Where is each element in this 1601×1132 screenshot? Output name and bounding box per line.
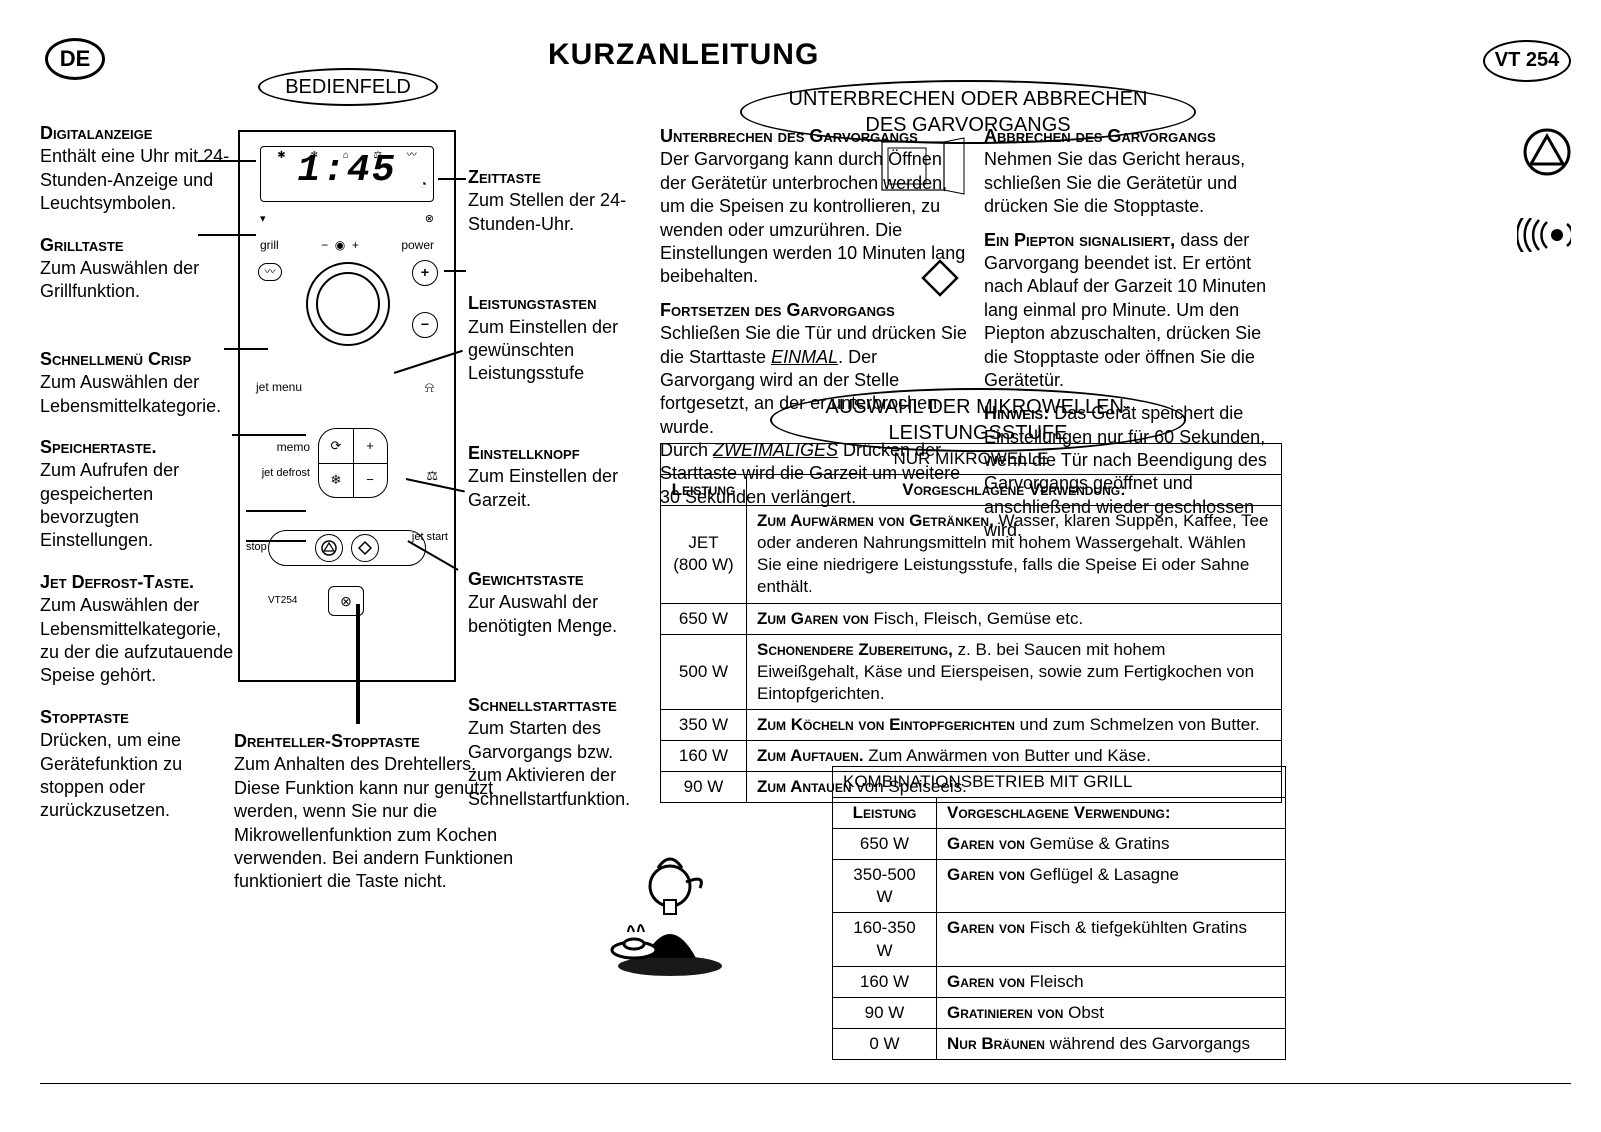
plus-icon: + bbox=[353, 429, 387, 463]
power-cell: 350-500 W bbox=[833, 860, 937, 913]
page-title: KURZANLEITUNG bbox=[548, 35, 819, 74]
subheading: Fortsetzen des Garvorgangs bbox=[660, 300, 895, 320]
clock-icon: ◔ bbox=[420, 177, 427, 193]
desc: Drücken, um eine Gerätefunktion zu stopp… bbox=[40, 729, 236, 823]
power-cell: 160 W bbox=[833, 966, 937, 997]
microwave-door-icon bbox=[878, 136, 968, 202]
label: Speichertaste. bbox=[40, 436, 236, 459]
stop-label: stop bbox=[246, 540, 267, 554]
power-cell: 90 W bbox=[661, 772, 747, 803]
usage-cell: Garen von Geflügel & Lasagne bbox=[937, 860, 1286, 913]
grill-label: grill bbox=[260, 238, 279, 254]
usage-cell: Garen von Gemüse & Gratins bbox=[937, 829, 1286, 860]
panel-row-labels: grill − ◉ + power bbox=[260, 238, 434, 254]
power-cell: 500 W bbox=[661, 634, 747, 709]
bell-icon: ⍾ bbox=[425, 378, 434, 396]
lead: Hinweis: bbox=[984, 403, 1049, 423]
panel-indicators: ▾⊗ bbox=[260, 212, 434, 226]
rotary-dial bbox=[306, 262, 390, 346]
power-label: power bbox=[401, 238, 434, 254]
memo-label: memo bbox=[256, 440, 310, 456]
usage-cell: Garen von Fisch & tiefgekühlten Gratins bbox=[937, 913, 1286, 966]
minus-button: − bbox=[412, 312, 438, 338]
text: dass der Garvorgang beendet ist. Er ertö… bbox=[984, 230, 1266, 390]
usage-cell: Gratinieren von Obst bbox=[937, 997, 1286, 1028]
label: Schnellstarttaste bbox=[468, 694, 648, 717]
quad-buttons: ⟳ + ❄ − bbox=[318, 428, 388, 498]
label: Leistungstasten bbox=[468, 292, 648, 315]
jet-defrost-label: jet defrost bbox=[256, 468, 310, 479]
grill-button: 〰 bbox=[258, 258, 282, 281]
table-title: NUR MIKROWELLE bbox=[661, 444, 1282, 475]
power-cell: 90 W bbox=[833, 997, 937, 1028]
desc: Zum Auswählen der Lebensmittelkategorie,… bbox=[40, 594, 236, 688]
footer-rule bbox=[40, 1083, 1571, 1084]
panel-display: ✱❄⌂⚖〰 1:45 ◔ bbox=[260, 146, 434, 202]
label: Stopptaste bbox=[40, 706, 236, 729]
memo-icon: ⟳ bbox=[319, 429, 353, 463]
table-grill-combi: KOMBINATIONSBETRIEB MIT GRILL Leistung V… bbox=[832, 766, 1286, 1060]
table-microwave-only: NUR MIKROWELLE Leistung Vorgeschlagene V… bbox=[660, 443, 1282, 803]
power-buttons: + − bbox=[412, 260, 438, 338]
table-title: KOMBINATIONSBETRIEB MIT GRILL bbox=[833, 767, 1286, 798]
power-cell: 650 W bbox=[661, 603, 747, 634]
col-header: Vorgeschlagene Verwendung: bbox=[947, 803, 1171, 822]
start-button-icon bbox=[351, 534, 379, 562]
power-cell: 650 W bbox=[833, 829, 937, 860]
power-cell: 0 W bbox=[833, 1028, 937, 1059]
power-cell: 350 W bbox=[661, 709, 747, 740]
col-header: Leistung bbox=[672, 480, 736, 499]
plus-button: + bbox=[412, 260, 438, 286]
stop-button-icon bbox=[315, 534, 343, 562]
usage-cell: Nur Bräunen während des Garvorgangs bbox=[937, 1028, 1286, 1059]
power-cell: 160 W bbox=[661, 741, 747, 772]
desc: Enthält eine Uhr mit 24-Stunden-Anzeige … bbox=[40, 145, 236, 215]
label: Jet Defrost-Taste. bbox=[40, 571, 236, 594]
usage-cell: Zum Garen von Fisch, Fleisch, Gemüse etc… bbox=[747, 603, 1282, 634]
usage-cell: Zum Köcheln von Eintopfgerichten und zum… bbox=[747, 709, 1282, 740]
desc: Zum Auswählen der Lebensmittelkategorie. bbox=[40, 371, 236, 418]
display-icons: ✱❄⌂⚖〰 bbox=[265, 149, 429, 162]
label: Einstellknopf bbox=[468, 442, 648, 465]
desc: Zum Aufrufen der gespeicherten bevorzugt… bbox=[40, 459, 236, 553]
stop-triangle-icon bbox=[1523, 128, 1571, 176]
heading-bedienfeld: BEDIENFELD bbox=[258, 68, 438, 106]
desc: Zum Anhalten des Drehtellers. Diese Funk… bbox=[234, 753, 514, 893]
control-panel: ✱❄⌂⚖〰 1:45 ◔ ▾⊗ grill − ◉ + power 〰 + − … bbox=[238, 130, 456, 682]
label: Drehteller-Stopptaste bbox=[234, 730, 514, 753]
power-cell: 160-350 W bbox=[833, 913, 937, 966]
beep-icon bbox=[1517, 218, 1571, 252]
lead: Ein Piepton signalisiert, bbox=[984, 230, 1175, 250]
badge-de: DE bbox=[45, 38, 105, 80]
col-header: Leistung bbox=[853, 803, 917, 822]
start-diamond-icon bbox=[920, 258, 960, 298]
label: Grilltaste bbox=[40, 234, 236, 257]
usage-cell: Garen von Fleisch bbox=[937, 966, 1286, 997]
subheading: Abbrechen des Garvorgangs bbox=[984, 126, 1216, 146]
label: Gewichtstaste bbox=[468, 568, 648, 591]
start-stop-row bbox=[268, 530, 426, 566]
desc: Zum Auswählen der Grillfunktion. bbox=[40, 257, 236, 304]
usage-cell: Zum Aufwärmen von Getränken, Wasser, kla… bbox=[747, 506, 1282, 603]
jet-menu-label: jet menu bbox=[256, 380, 302, 396]
label: Schnellmenü Crisp bbox=[40, 348, 236, 371]
desc: Zur Auswahl der benötigten Menge. bbox=[468, 591, 648, 638]
minus-icon: − bbox=[353, 463, 387, 497]
text: Nehmen Sie das Gericht heraus, schließen… bbox=[984, 149, 1245, 216]
desc: Zum Einstellen der gewünschten Leistungs… bbox=[468, 316, 648, 386]
emphasis: EINMAL bbox=[771, 347, 838, 367]
chef-icon bbox=[600, 840, 740, 980]
drehteller-block: Drehteller-Stopptaste Zum Anhalten des D… bbox=[234, 730, 514, 894]
desc: Zum Einstellen der Garzeit. bbox=[468, 465, 648, 512]
label: Digitalanzeige bbox=[40, 122, 236, 145]
left-descriptions: DigitalanzeigeEnthält eine Uhr mit 24-St… bbox=[40, 122, 236, 841]
badge-vt: VT 254 bbox=[1483, 40, 1571, 82]
usage-cell: Schonendere Zubereitung, z. B. bei Sauce… bbox=[747, 634, 1282, 709]
label: Zeittaste bbox=[468, 166, 648, 189]
power-cell: JET(800 W) bbox=[661, 506, 747, 603]
defrost-icon: ❄ bbox=[319, 463, 353, 497]
col-header: Vorgeschlagene Verwendung: bbox=[902, 480, 1126, 499]
desc: Zum Stellen der 24-Stunden-Uhr. bbox=[468, 189, 648, 236]
model-label: VT254 bbox=[268, 594, 297, 607]
